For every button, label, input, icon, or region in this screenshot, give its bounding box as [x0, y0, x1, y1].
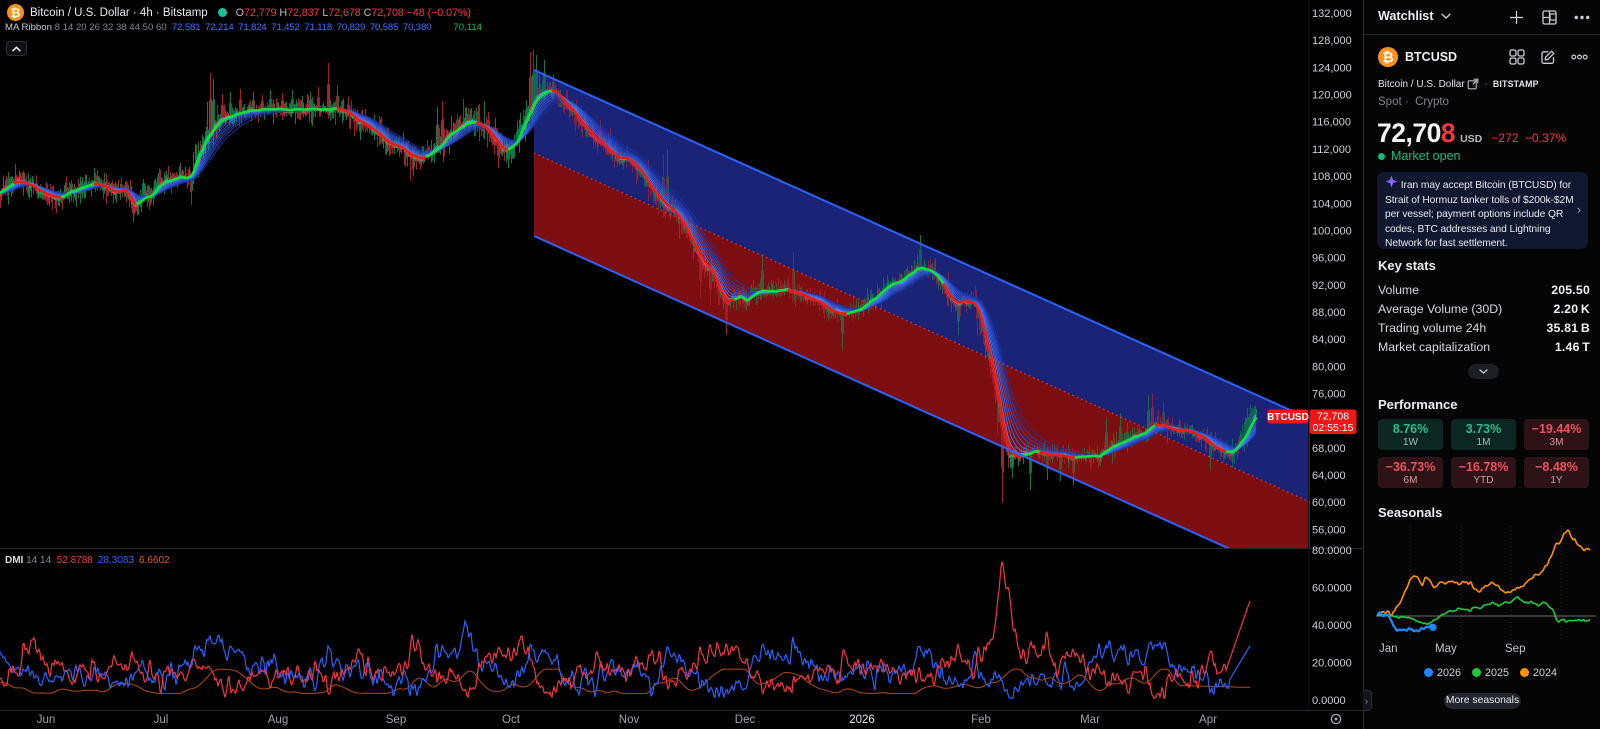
svg-text:132,000: 132,000 [1312, 8, 1352, 20]
svg-text:64,000: 64,000 [1312, 470, 1346, 482]
svg-text:Oct: Oct [502, 714, 521, 726]
svg-text:124,000: 124,000 [1312, 62, 1352, 74]
svg-text:0.0000: 0.0000 [1312, 695, 1346, 707]
svg-text:80.0000: 80.0000 [1312, 545, 1352, 557]
svg-text:104,000: 104,000 [1312, 198, 1352, 210]
svg-text:116,000: 116,000 [1312, 117, 1351, 129]
svg-text:100,000: 100,000 [1312, 225, 1352, 237]
svg-text:112,000: 112,000 [1312, 144, 1351, 156]
svg-text:72,708: 72,708 [1317, 411, 1349, 423]
svg-text:Mar: Mar [1080, 714, 1100, 726]
svg-text:Jul: Jul [154, 714, 169, 726]
svg-text:88,000: 88,000 [1312, 307, 1346, 319]
svg-text:60,000: 60,000 [1312, 497, 1346, 509]
svg-text:Feb: Feb [971, 714, 991, 726]
svg-text:60.0000: 60.0000 [1312, 583, 1352, 595]
svg-text:02:55:15: 02:55:15 [1313, 422, 1354, 434]
svg-text:Sep: Sep [386, 714, 406, 726]
svg-text:80,000: 80,000 [1312, 361, 1346, 373]
svg-text:Aug: Aug [268, 714, 288, 726]
svg-text:BTCUSD: BTCUSD [1267, 412, 1309, 423]
svg-text:Apr: Apr [1199, 714, 1217, 726]
svg-text:Dec: Dec [735, 714, 756, 726]
svg-text:Nov: Nov [619, 714, 640, 726]
svg-text:68,000: 68,000 [1312, 443, 1346, 455]
svg-text:2026: 2026 [849, 714, 875, 726]
svg-text:108,000: 108,000 [1312, 171, 1352, 183]
svg-text:120,000: 120,000 [1312, 90, 1352, 102]
svg-text:40.0000: 40.0000 [1312, 620, 1352, 632]
svg-text:76,000: 76,000 [1312, 389, 1346, 401]
svg-text:56,000: 56,000 [1312, 524, 1346, 536]
svg-text:96,000: 96,000 [1312, 253, 1346, 265]
svg-text:Jun: Jun [37, 714, 56, 726]
svg-text:84,000: 84,000 [1312, 334, 1346, 346]
svg-text:128,000: 128,000 [1312, 35, 1352, 47]
svg-text:92,000: 92,000 [1312, 280, 1346, 292]
svg-text:20.0000: 20.0000 [1312, 658, 1352, 670]
